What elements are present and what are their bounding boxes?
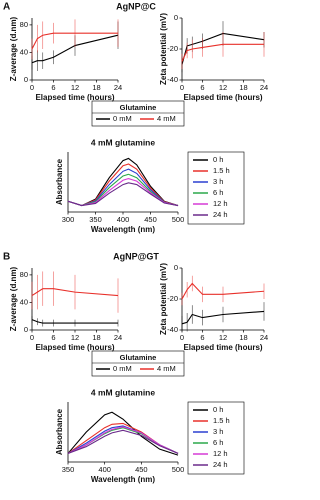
y-axis-label: Absorbance [55,158,64,205]
x-tick-label: 450 [135,465,148,474]
x-tick-label: 6 [51,333,55,342]
x-tick-label: 12 [219,83,227,92]
y-tick-label: -20 [167,294,178,303]
legend-label: 4 mM [157,114,176,123]
legend-label: 6 h [213,188,223,197]
series-line [181,43,264,62]
y-axis-label: Zeta potential (mV) [159,263,168,335]
y-axis-label: Z-average (d.nm) [9,266,18,331]
y-axis-label: Z-average (d.nm) [9,16,18,81]
legend-box [91,100,185,127]
x-tick-label: 400 [117,215,130,224]
x-tick-label: 350 [89,215,102,224]
y-tick-label: 80 [20,270,28,279]
legend-title: Glutamine [120,353,157,362]
legend-label: 3 h [213,427,223,436]
y-tick-label: -20 [167,44,178,53]
x-tick-label: 0 [30,333,34,342]
legend-box [187,401,245,475]
panel-label: B [3,252,10,263]
y-tick-label: 0 [174,13,178,22]
legend-label: 0 mM [113,114,132,123]
legend-label: 3 h [213,177,223,186]
x-tick-label: 18 [92,333,100,342]
panel-label: A [3,2,10,13]
x-tick-label: 6 [200,333,204,342]
series-line [181,282,265,300]
x-tick-label: 300 [62,215,75,224]
panel-title: AgNP@C [116,1,156,11]
series-line [31,34,119,64]
y-axis-label: Zeta potential (mV) [159,13,168,85]
x-tick-label: 350 [62,465,75,474]
series-line [31,32,118,50]
y-axis-label: Absorbance [55,408,64,455]
legend-label: 0 h [213,405,223,414]
legend-label: 12 h [213,449,228,458]
legend-label: 1.5 h [213,166,230,175]
x-tick-label: 18 [239,333,247,342]
legend-label: 12 h [213,199,228,208]
x-tick-label: 24 [260,333,268,342]
legend-box [187,151,245,225]
series-line [181,32,265,65]
legend-label: 24 h [213,210,228,219]
legend-label: 1.5 h [213,416,230,425]
x-axis-label: Elapsed time (hours) [35,343,114,352]
series-line [67,426,179,454]
legend-label: 0 mM [113,364,132,373]
series-line [31,319,118,324]
legend-box [91,350,185,377]
x-tick-label: 0 [180,83,184,92]
x-tick-label: 450 [144,215,157,224]
chart-title: 4 mM glutamine [91,387,156,397]
x-tick-label: 6 [200,83,204,92]
x-axis-label: Elapsed time (hours) [183,93,262,102]
figure: A AgNP@C B AgNP@GT 0 6 12 18 24 0 40 80 Elapsed … [3,1,268,484]
x-tick-label: 400 [98,465,111,474]
x-tick-label: 6 [51,83,55,92]
y-tick-label: 0 [24,325,28,334]
x-tick-label: 0 [30,83,34,92]
x-tick-label: 12 [219,333,227,342]
series-line [67,429,179,454]
x-tick-label: 18 [92,83,100,92]
series-line [67,411,179,456]
y-tick-label: 0 [24,75,28,84]
x-tick-label: 500 [172,465,185,474]
x-tick-label: 24 [114,333,122,342]
y-tick-label: -40 [167,325,178,334]
panel-title: AgNP@GT [113,251,159,261]
x-tick-label: 18 [239,83,247,92]
legend-title: Glutamine [120,103,157,112]
x-axis-label: Elapsed time (hours) [35,93,114,102]
x-axis-label: Elapsed time (hours) [183,343,262,352]
y-tick-label: 80 [20,20,28,29]
x-tick-label: 12 [71,83,79,92]
y-tick-label: -40 [167,75,178,84]
x-tick-label: 500 [172,215,185,224]
x-axis-label: Wavelength (nm) [91,475,155,484]
x-tick-label: 24 [260,83,268,92]
y-tick-label: 40 [20,47,28,56]
legend-label: 6 h [213,438,223,447]
y-tick-label: 0 [174,263,178,272]
series-line [67,182,179,207]
x-tick-label: 12 [71,333,79,342]
chart-title: 4 mM glutamine [91,137,156,147]
x-tick-label: 0 [180,333,184,342]
series-line [31,288,119,297]
legend-label: 4 mM [157,364,176,373]
x-tick-label: 24 [114,83,122,92]
y-tick-label: 40 [20,297,28,306]
x-axis-label: Wavelength (nm) [91,225,155,234]
legend-label: 24 h [213,460,228,469]
legend-label: 0 h [213,155,223,164]
series-line [181,310,265,325]
